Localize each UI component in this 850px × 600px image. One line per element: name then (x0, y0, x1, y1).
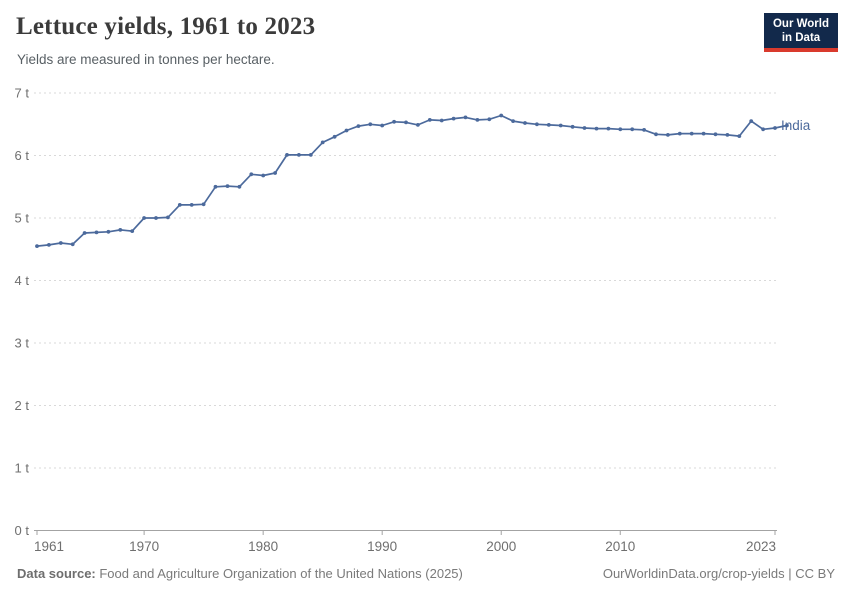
data-point (189, 203, 194, 207)
data-point (130, 229, 135, 234)
data-point (213, 184, 218, 189)
data-source-label: Data source: (17, 566, 96, 581)
x-tick-label-1970: 1970 (129, 539, 159, 554)
data-point (630, 127, 635, 132)
chart-subtitle: Yields are measured in tonnes per hectar… (17, 52, 275, 67)
data-point (308, 153, 313, 157)
y-tick-label-3: 3 t (15, 336, 30, 351)
data-point (785, 123, 789, 128)
data-source-note: Data source: Food and Agriculture Organi… (17, 566, 463, 581)
data-point (380, 123, 385, 128)
y-tick-label-5: 5 t (15, 211, 30, 226)
data-point (642, 127, 646, 132)
y-tick-label-1: 1 t (15, 461, 30, 476)
data-point (475, 118, 480, 122)
data-point (606, 126, 611, 131)
data-point (761, 127, 765, 132)
data-point (142, 216, 147, 220)
data-point (523, 121, 527, 125)
data-point (713, 132, 718, 137)
x-tick-label-2023: 2023 (746, 539, 776, 554)
data-point (594, 126, 599, 131)
data-point (416, 123, 420, 127)
owid-logo[interactable]: Our World in Data (764, 13, 838, 52)
data-point (451, 116, 456, 121)
data-point (70, 242, 75, 247)
x-tick-label-2010: 2010 (605, 539, 635, 554)
data-point (570, 124, 575, 129)
data-point (487, 117, 492, 122)
data-point (737, 134, 742, 139)
y-tick-label-4: 4 t (15, 273, 30, 288)
series-label-india[interactable]: India (781, 118, 811, 133)
data-point (427, 118, 432, 122)
data-point (154, 216, 158, 220)
data-point (439, 118, 444, 123)
data-point (106, 229, 111, 234)
data-point (725, 133, 730, 137)
owid-logo-line1: Our World (772, 18, 829, 30)
x-tick-label-2000: 2000 (486, 539, 516, 554)
data-point (535, 122, 539, 127)
data-point (356, 124, 361, 128)
data-point (463, 115, 468, 120)
data-point (47, 243, 51, 247)
data-point (332, 134, 337, 139)
data-point (404, 120, 408, 125)
data-point (749, 119, 754, 123)
data-point (344, 128, 349, 133)
data-point (320, 140, 325, 145)
y-tick-label-7: 7 t (15, 86, 30, 101)
data-point (701, 131, 706, 136)
page-title: Lettuce yields, 1961 to 2023 (16, 13, 316, 40)
x-tick-label-1961: 1961 (34, 539, 64, 554)
data-point (773, 126, 777, 130)
data-point (666, 133, 670, 137)
y-tick-label-0: 0 t (15, 523, 30, 538)
credit-link[interactable]: OurWorldinData.org/crop-yields | CC BY (602, 566, 835, 581)
data-point (511, 119, 515, 123)
data-point (261, 173, 266, 178)
data-point (499, 113, 504, 118)
data-point (582, 126, 587, 130)
data-point (58, 241, 63, 245)
x-tick-label-1990: 1990 (367, 539, 397, 554)
owid-logo-line2: in Data (781, 32, 821, 44)
data-point (118, 228, 123, 232)
series-line-india[interactable] (36, 114, 788, 247)
data-point (177, 203, 182, 207)
y-tick-label-6: 6 t (15, 148, 30, 163)
data-point (285, 153, 289, 157)
data-point (558, 123, 563, 128)
data-point (94, 230, 99, 235)
data-point (201, 202, 206, 207)
data-point (273, 171, 277, 175)
data-point (249, 172, 254, 177)
data-point (368, 122, 373, 127)
x-tick-label-1980: 1980 (248, 539, 278, 554)
data-point (297, 153, 301, 157)
data-point (392, 119, 396, 124)
y-tick-label-2: 2 t (15, 398, 30, 413)
data-point (237, 184, 242, 189)
data-point (225, 184, 230, 189)
data-point (618, 127, 623, 132)
data-point (546, 123, 551, 127)
data-point (35, 244, 39, 249)
data-source-text: Food and Agriculture Organization of the… (95, 566, 463, 581)
data-point (689, 131, 694, 136)
data-point (654, 132, 658, 137)
data-point (82, 231, 87, 235)
data-point (166, 215, 170, 220)
data-point (677, 131, 682, 136)
